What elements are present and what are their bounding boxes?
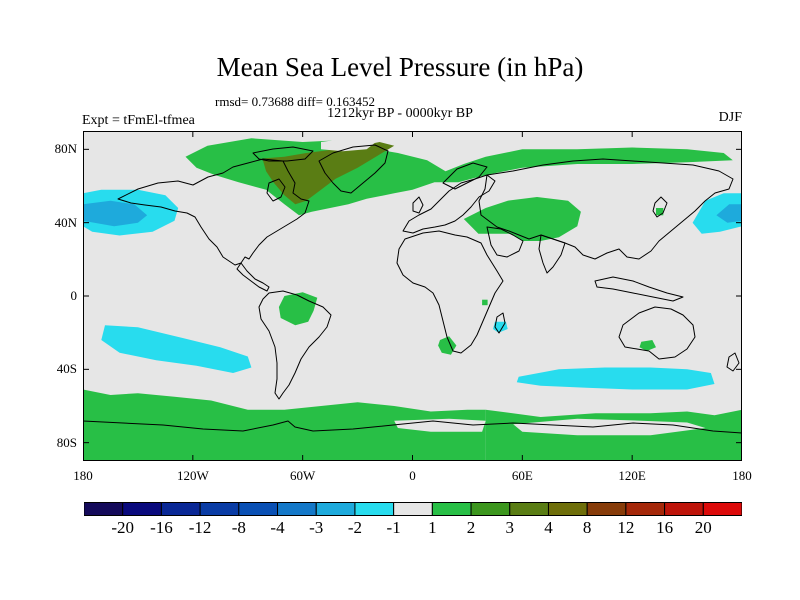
coastlines (83, 144, 742, 434)
coastline-britain (412, 196, 424, 214)
y-tick-label: 40S (56, 361, 77, 377)
colorbar-label: -1 (386, 518, 401, 537)
colorbar-label: 16 (656, 518, 674, 537)
region-antarctic-neutral-patch (394, 418, 486, 432)
coastline-south-america (258, 290, 332, 400)
region-japan-green-dot (656, 208, 664, 216)
colorbar-label: -12 (188, 518, 212, 537)
colorbar-label: 1 (428, 518, 437, 537)
x-tick-label: 180 (73, 468, 93, 483)
colorbar-swatch (547, 502, 588, 516)
coastline-greenland (318, 144, 389, 194)
colorbar-swatch (354, 502, 395, 516)
coastline-north-america (117, 158, 310, 266)
colorbar-swatch (702, 502, 742, 516)
coastline-hudson-bay (266, 178, 286, 202)
coastline-scandinavia (442, 162, 488, 190)
colorbar-swatch (277, 502, 317, 516)
y-tick-label: 80S (56, 434, 77, 450)
x-tick-label: 60W (290, 468, 316, 483)
experiment-label: Expt = tFmEl-tfmea (82, 113, 195, 128)
colorbar-swatch (122, 502, 162, 516)
colorbar-swatch (393, 502, 433, 516)
coastline-africa (396, 230, 504, 354)
region-north-pacific-negative-east (692, 193, 742, 234)
colorbar-label: -20 (111, 518, 135, 537)
colorbar-label: 8 (582, 518, 592, 537)
coastline-antarctica (83, 420, 742, 434)
season-label: DJF (718, 110, 742, 125)
colorbar-swatch (199, 502, 240, 516)
colorbar-label: 4 (544, 518, 553, 537)
rmsd-diff-stats: rmsd= 0.73688 diff= 0.163452 (215, 94, 375, 109)
colorbar-swatch (586, 502, 627, 516)
shaded-regions (83, 138, 742, 461)
pressure-difference-map (83, 131, 742, 461)
coastline-australia (618, 306, 696, 360)
coastline-asia (478, 158, 734, 260)
region-southern-ocean-positive-east (485, 409, 742, 461)
colorbar-swatch (470, 502, 511, 516)
colorbar-swatch (509, 502, 549, 516)
coastline-madagascar (494, 312, 506, 334)
region-south-pacific-negative (101, 325, 252, 373)
colorbar-label: -4 (270, 518, 285, 537)
region-equatorial-green-dot (482, 299, 488, 306)
colorbar-label: 12 (617, 518, 635, 537)
y-tick-label: 80N (54, 141, 77, 157)
coastline-europe (402, 174, 496, 234)
region-southern-ocean-negative (516, 367, 715, 390)
y-tick-label: 40N (54, 214, 77, 230)
region-australia-positive (639, 340, 656, 351)
colorbar-swatch (315, 502, 356, 516)
y-tick-label: 0 (70, 288, 78, 303)
x-tick-label: 120W (176, 468, 209, 483)
region-southern-ocean-positive-west (83, 389, 486, 461)
colorbar-label: -16 (150, 518, 173, 537)
axis-ticks (83, 131, 742, 461)
x-tick-label: 0 (409, 468, 416, 483)
coastline-canadian-arctic (252, 146, 314, 162)
x-tick-label: 60E (511, 468, 533, 483)
coastline-japan (652, 196, 668, 218)
colorbar-label: -2 (347, 518, 363, 537)
colorbar-swatch (431, 502, 472, 516)
coastline-central-america (236, 262, 270, 292)
region-greenland-positive-core (262, 142, 395, 205)
period-label: 1212kyr BP - 0000kyr BP (327, 106, 473, 121)
region-north-pacific-core-west (83, 200, 148, 227)
region-east-antarctic-neutral (513, 418, 706, 436)
colorbar-label: 2 (466, 518, 476, 537)
colorbar-swatch (160, 502, 201, 516)
coastline-arabia (486, 226, 524, 258)
x-tick-label: 180 (732, 468, 752, 483)
colorbar-swatch (625, 502, 666, 516)
chart-title: Mean Sea Level Pressure (in hPa) (216, 52, 584, 82)
colorbar-label: -8 (231, 518, 246, 537)
region-south-africa-positive (438, 336, 457, 355)
colorbar-swatch (238, 502, 279, 516)
x-tick-label: 120E (618, 468, 646, 483)
coastline-india (538, 234, 566, 274)
colorbar-label: 20 (694, 518, 712, 537)
region-arctic-ice-neutral (321, 138, 376, 152)
colorbar-swatch (664, 502, 704, 516)
colorbar-label: 3 (505, 518, 515, 537)
region-north-pacific-core-east (716, 204, 742, 223)
map-plot-area (83, 131, 742, 461)
colorbar (84, 502, 742, 516)
colorbar-label: -3 (309, 518, 324, 537)
region-central-asia-positive (463, 197, 581, 241)
coastline-new-zealand (726, 352, 740, 372)
coastline-indonesia (594, 276, 684, 302)
colorbar-swatch (84, 502, 124, 516)
